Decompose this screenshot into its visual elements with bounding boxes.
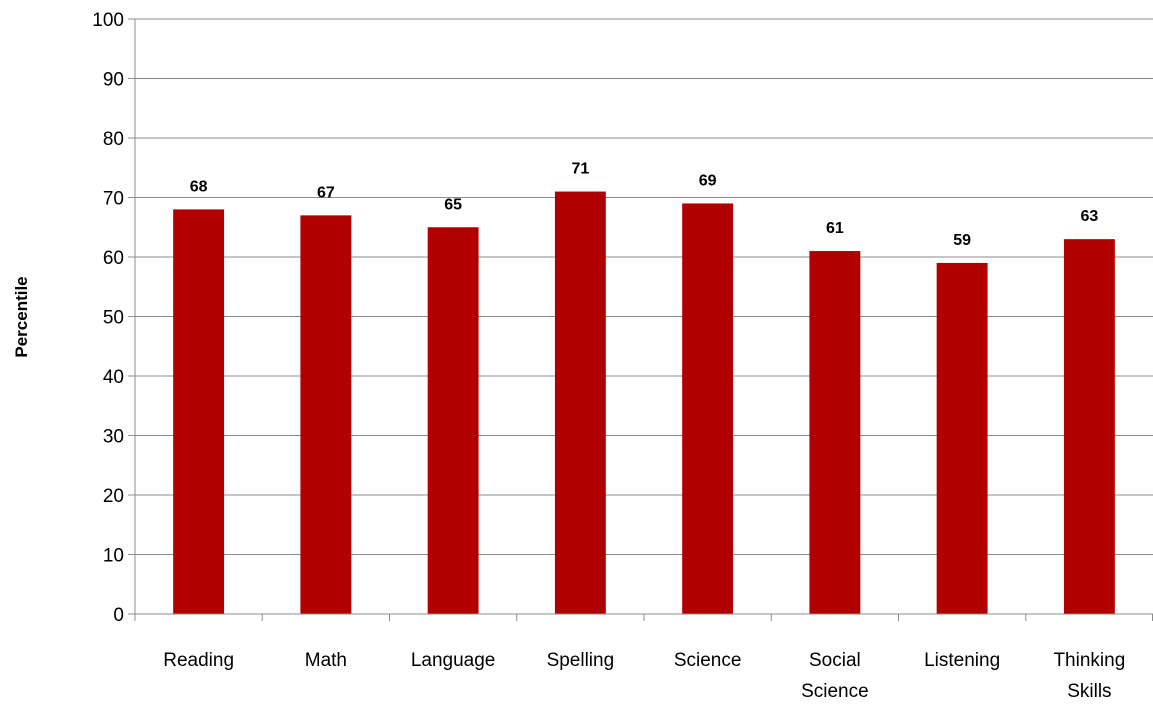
- x-tick-label: Thinking Skills: [1053, 650, 1125, 702]
- y-tick-label: 40: [103, 367, 124, 388]
- x-tick-label: Math: [305, 650, 347, 671]
- y-tick-label: 80: [103, 129, 124, 150]
- x-tick-label: Listening: [924, 650, 1000, 671]
- bars: [173, 191, 1115, 615]
- bar: [554, 191, 606, 615]
- data-label: 71: [571, 161, 589, 178]
- x-tick-label: Science: [674, 650, 742, 671]
- bar: [809, 251, 861, 615]
- y-tick-label: 30: [103, 427, 124, 448]
- gridlines: [135, 18, 1153, 555]
- x-tick-label: Social Science: [801, 650, 869, 702]
- data-label: 63: [1080, 208, 1098, 225]
- data-label: 59: [953, 232, 971, 249]
- x-tick-label: Language: [411, 650, 496, 671]
- y-tick-label: 90: [103, 70, 124, 91]
- y-tick-label: 10: [103, 546, 124, 567]
- y-tick-label: 70: [103, 189, 124, 210]
- bar: [1063, 239, 1115, 614]
- x-tick-label: Spelling: [547, 650, 615, 671]
- x-tick-label: Reading: [163, 650, 234, 671]
- data-label: 61: [826, 220, 844, 237]
- data-label: 69: [699, 172, 717, 189]
- bar: [300, 215, 352, 614]
- data-label: 65: [444, 196, 462, 213]
- y-tick-label: 20: [103, 486, 124, 507]
- axes: [128, 18, 1153, 621]
- bar: [936, 262, 988, 614]
- bar: [173, 209, 225, 614]
- bar: [427, 227, 479, 614]
- y-axis-title: Percentile: [12, 276, 31, 357]
- data-label: 68: [190, 178, 208, 195]
- y-tick-label: 0: [113, 605, 124, 626]
- y-tick-label: 100: [92, 10, 124, 31]
- data-label: 67: [317, 184, 335, 201]
- labels: 0 10 20 30 40 50 60 70 80 90 100 68 Reading 67 Math 65 L…: [92, 10, 1125, 702]
- y-tick-label: 60: [103, 248, 124, 269]
- bar: [682, 203, 734, 614]
- y-tick-label: 50: [103, 308, 124, 329]
